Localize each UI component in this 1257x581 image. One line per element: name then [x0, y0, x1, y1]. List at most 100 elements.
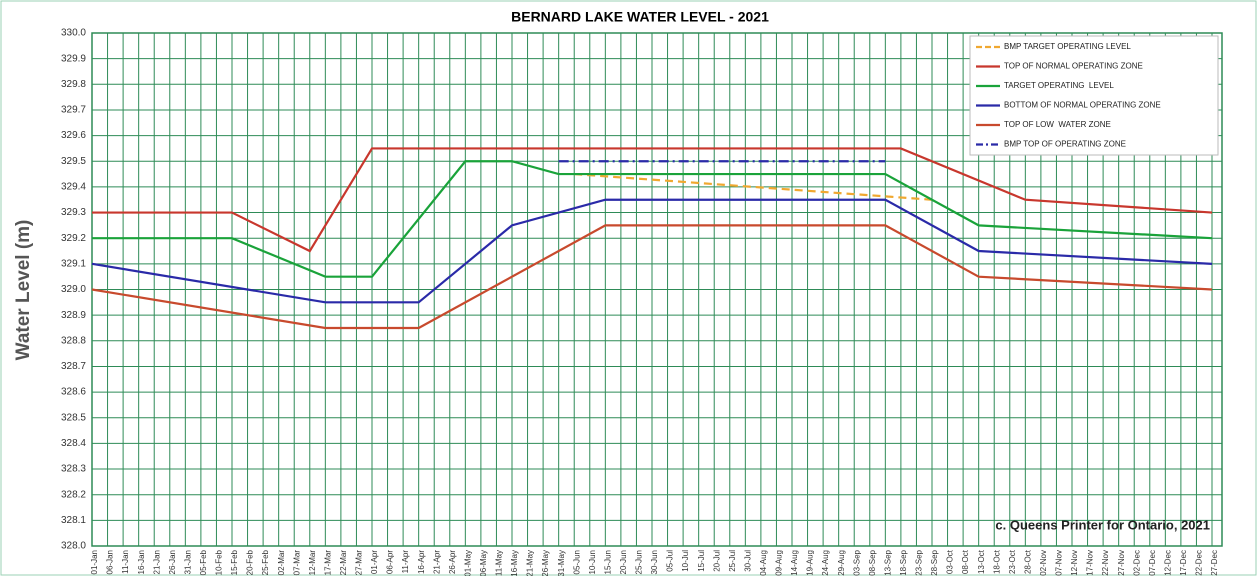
x-tick-label: 26-May — [541, 550, 550, 576]
x-tick-label: 12-Nov — [1070, 550, 1079, 576]
x-tick-label: 15-Jun — [603, 550, 612, 574]
y-tick-label: 329.8 — [61, 79, 86, 90]
legend-label: TARGET OPERATING LEVEL — [1004, 81, 1114, 90]
x-tick-label: 17-Nov — [1086, 550, 1095, 576]
legend-label: TOP OF LOW WATER ZONE — [1004, 120, 1111, 129]
x-tick-label: 07-Nov — [1055, 550, 1064, 576]
x-tick-label: 20-Jul — [712, 550, 721, 572]
x-tick-label: 20-Feb — [246, 549, 255, 575]
x-tick-label: 07-Dec — [1148, 550, 1157, 576]
x-tick-label: 03-Sep — [852, 549, 861, 575]
y-tick-label: 330.0 — [61, 28, 86, 39]
x-tick-label: 27-Mar — [355, 550, 364, 576]
x-tick-label: 17-Mar — [323, 550, 332, 576]
y-tick-label: 328.8 — [61, 335, 86, 346]
x-tick-label: 14-Aug — [790, 550, 799, 576]
y-tick-label: 329.5 — [61, 156, 86, 167]
y-tick-label: 328.9 — [61, 310, 86, 321]
x-tick-label: 05-Jul — [666, 550, 675, 572]
x-tick-label: 22-Mar — [339, 550, 348, 576]
y-tick-label: 329.1 — [61, 258, 86, 269]
x-tick-label: 13-Oct — [977, 549, 986, 574]
x-tick-label: 30-Jun — [650, 550, 659, 574]
series-line — [91, 198, 1213, 304]
x-tick-label: 22-Dec — [1195, 550, 1204, 576]
y-tick-label: 329.0 — [61, 284, 86, 295]
x-tick-label: 29-Aug — [837, 550, 846, 576]
x-tick-label: 21-May — [526, 550, 535, 576]
x-tick-label: 05-Feb — [199, 549, 208, 575]
x-tick-label: 12-Mar — [308, 550, 317, 576]
x-tick-label: 28-Oct — [1023, 549, 1032, 574]
x-tick-label: 03-Oct — [946, 549, 955, 574]
x-tick-label: 25-Feb — [261, 549, 270, 575]
x-tick-label: 02-Mar — [277, 550, 286, 576]
series-line — [92, 147, 1213, 253]
x-tick-label: 26-Jan — [168, 550, 177, 574]
y-tick-label: 328.4 — [61, 438, 86, 449]
x-tick-label: 30-Jul — [743, 550, 752, 572]
x-tick-label: 21-Jan — [152, 550, 161, 574]
y-tick-label: 329.7 — [61, 105, 86, 116]
x-tick-label: 17-Dec — [1179, 550, 1188, 576]
y-tick-label: 329.4 — [61, 182, 86, 193]
y-axis-label: Water Level (m) — [13, 220, 34, 361]
x-tick-label: 25-Jul — [728, 550, 737, 572]
x-tick-label: 24-Aug — [821, 550, 830, 576]
x-tick-label: 26-Apr — [448, 550, 457, 574]
x-tick-label: 02-Nov — [1039, 550, 1048, 576]
x-tick-label: 13-Sep — [883, 549, 892, 575]
x-tick-label: 12-Dec — [1163, 550, 1172, 576]
legend-label: TOP OF NORMAL OPERATING ZONE — [1004, 62, 1143, 71]
y-tick-label: 329.3 — [61, 207, 86, 218]
x-tick-label: 10-Feb — [215, 549, 224, 575]
x-tick-label: 15-Jul — [697, 550, 706, 572]
x-tick-label: 18-Sep — [899, 549, 908, 575]
x-tick-label: 19-Aug — [806, 550, 815, 576]
x-tick-label: 11-Apr — [401, 550, 410, 574]
y-tick-label: 329.9 — [61, 53, 86, 64]
y-tick-label: 328.3 — [61, 464, 86, 475]
annotation: c. Queens Printer for Ontario, 2021 — [995, 517, 1210, 532]
x-tick-label: 16-Jan — [137, 550, 146, 574]
x-tick-label: 21-Apr — [432, 550, 441, 574]
x-tick-label: 01-May — [463, 550, 472, 576]
x-tick-label: 16-May — [510, 550, 519, 576]
series-line — [92, 160, 1213, 278]
series-line — [574, 172, 933, 201]
x-tick-label: 08-Sep — [868, 549, 877, 575]
x-tick-label: 10-Jun — [588, 550, 597, 574]
x-tick-label: 11-May — [495, 550, 504, 576]
x-tick-label: 31-Jan — [183, 550, 192, 574]
x-tick-label: 31-May — [557, 550, 566, 576]
x-tick-label: 23-Sep — [915, 549, 924, 575]
legend-label: BOTTOM OF NORMAL OPERATING ZONE — [1004, 101, 1161, 110]
y-tick-label: 328.5 — [61, 412, 86, 423]
series-line — [91, 224, 1213, 330]
y-tick-label: 329.6 — [61, 130, 86, 141]
x-tick-label: 11-Jan — [121, 550, 130, 574]
x-tick-label: 09-Aug — [775, 550, 784, 576]
legend-label: BMP TOP OF OPERATING ZONE — [1004, 140, 1126, 149]
x-tick-label: 06-Apr — [386, 550, 395, 574]
chart-title: BERNARD LAKE WATER LEVEL - 2021 — [511, 9, 769, 25]
x-tick-label: 10-Jul — [681, 550, 690, 572]
x-tick-label: 25-Jun — [635, 550, 644, 574]
x-tick-label: 01-Jan — [90, 550, 99, 574]
legend-box — [969, 35, 1219, 156]
y-tick-label: 328.1 — [61, 515, 86, 526]
x-tick-label: 04-Aug — [759, 550, 768, 576]
y-tick-label: 328.0 — [61, 541, 86, 552]
x-tick-label: 16-Apr — [417, 550, 426, 574]
y-tick-label: 328.6 — [61, 387, 86, 398]
x-tick-label: 07-Mar — [292, 550, 301, 576]
x-tick-label: 01-Apr — [370, 550, 379, 574]
x-tick-label: 28-Sep — [930, 549, 939, 575]
x-tick-label: 18-Oct — [992, 549, 1001, 574]
x-tick-label: 02-Dec — [1132, 550, 1141, 576]
y-tick-label: 328.2 — [61, 489, 86, 500]
x-tick-label: 06-Jan — [106, 550, 115, 574]
x-tick-label: 23-Oct — [1008, 549, 1017, 574]
x-tick-label: 08-Oct — [961, 549, 970, 574]
